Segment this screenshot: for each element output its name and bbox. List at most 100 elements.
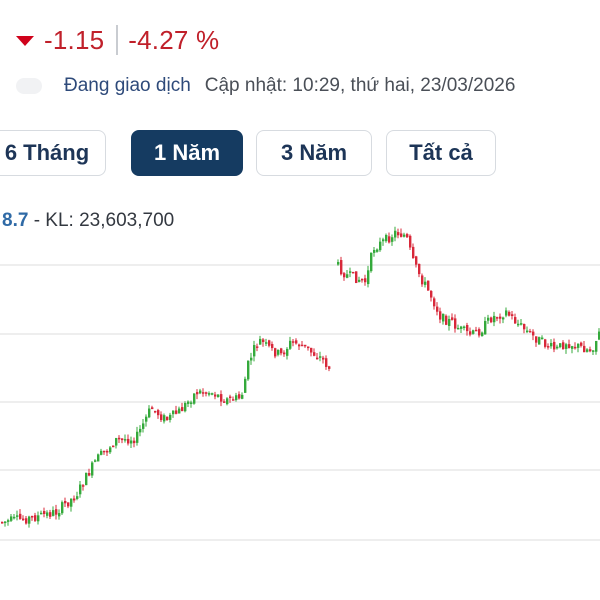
tab-3-years[interactable]: 3 Năm — [256, 130, 372, 176]
candle-up — [190, 402, 193, 404]
status-row: Đang giao dịch Cập nhật: 10:29, thứ hai,… — [16, 72, 515, 100]
candle-down — [412, 246, 415, 259]
candle-down — [274, 348, 277, 357]
candle-up — [370, 252, 373, 272]
candle-down — [268, 340, 271, 346]
candle-down — [43, 511, 46, 515]
candle-down — [400, 233, 403, 237]
candle-down — [523, 323, 526, 330]
candle-up — [487, 317, 490, 321]
candle-down — [49, 512, 52, 517]
candle-down — [31, 515, 34, 518]
candle-up — [199, 390, 202, 394]
candle-up — [592, 350, 595, 352]
candle-down — [562, 342, 565, 350]
candle-down — [232, 399, 235, 401]
tab-6-months[interactable]: 6 Tháng — [0, 130, 106, 176]
candle-down — [298, 344, 301, 347]
candle-down — [127, 438, 130, 444]
last-value: 8.7 — [2, 210, 29, 231]
candle-up — [595, 341, 598, 352]
candle-up — [319, 356, 322, 358]
candle-down — [430, 290, 433, 298]
candle-up — [358, 279, 361, 282]
candle-down — [106, 450, 109, 453]
candle-up — [259, 338, 262, 345]
candle-down — [118, 437, 121, 440]
candle-up — [598, 331, 600, 340]
candle-up — [115, 438, 118, 446]
candle-up — [109, 447, 112, 453]
candle-down — [475, 329, 478, 332]
candle-up — [517, 323, 520, 326]
candle-down — [583, 345, 586, 353]
chart-info: 8.7 - KL: 23,603,700 — [2, 210, 174, 232]
candle-down — [418, 263, 421, 275]
candle-down — [355, 271, 358, 283]
candle-up — [46, 512, 49, 516]
candle-up — [559, 343, 562, 348]
tab-1-year[interactable]: 1 Năm — [131, 130, 243, 176]
candle-up — [424, 281, 427, 285]
candle-up — [265, 342, 268, 344]
candle-down — [388, 236, 391, 243]
candle-down — [151, 407, 154, 410]
candle-up — [94, 460, 97, 462]
candle-up — [139, 428, 142, 433]
candle-down — [1, 521, 4, 524]
candle-down — [55, 509, 58, 515]
candle-up — [571, 346, 574, 349]
candle-down — [196, 392, 199, 395]
candle-down — [220, 394, 223, 402]
candle-up — [247, 360, 250, 380]
candle-down — [283, 352, 286, 355]
candle-up — [484, 321, 487, 335]
candle-down — [340, 260, 343, 275]
down-arrow-icon — [16, 36, 34, 46]
candle-down — [307, 346, 310, 349]
candle-down — [553, 341, 556, 350]
candle-down — [547, 346, 550, 348]
candle-down — [580, 342, 583, 346]
candle-up — [442, 313, 445, 322]
candle-down — [478, 329, 481, 336]
price-chart[interactable] — [0, 195, 600, 600]
candle-up — [208, 393, 211, 395]
candle-down — [262, 339, 265, 343]
candle-down — [280, 348, 283, 354]
candle-down — [427, 280, 430, 291]
candle-down — [322, 357, 325, 360]
candle-down — [256, 346, 259, 348]
tab-all[interactable]: Tất cả — [386, 130, 496, 176]
candle-up — [550, 342, 553, 347]
candle-down — [316, 357, 319, 360]
candle-up — [493, 315, 496, 323]
candle-up — [10, 516, 13, 521]
candle-down — [313, 352, 316, 356]
trading-status: Đang giao dịch — [64, 75, 191, 96]
candle-up — [460, 326, 463, 329]
candle-down — [328, 366, 331, 369]
candle-down — [415, 256, 418, 265]
candle-up — [289, 340, 292, 349]
candle-down — [499, 316, 502, 319]
candle-up — [142, 423, 145, 429]
candle-up — [349, 271, 352, 273]
candle-down — [574, 346, 577, 349]
candle-down — [121, 438, 124, 441]
candle-up — [253, 345, 256, 357]
candle-up — [130, 440, 133, 444]
candle-up — [52, 510, 55, 516]
candle-up — [4, 521, 7, 524]
candle-up — [346, 274, 349, 278]
candle-up — [385, 235, 388, 242]
candle-down — [73, 498, 76, 501]
candle-down — [439, 311, 442, 320]
candle-down — [202, 392, 205, 394]
candle-down — [436, 306, 439, 312]
candle-up — [85, 472, 88, 486]
candle-down — [421, 275, 424, 285]
candle-down — [271, 344, 274, 349]
candle-down — [406, 234, 409, 238]
candle-down — [229, 396, 232, 399]
